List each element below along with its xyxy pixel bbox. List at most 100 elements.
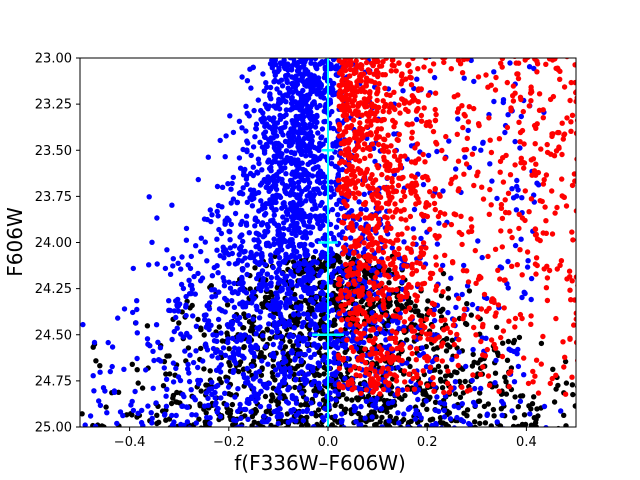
red-star-point: [351, 364, 357, 370]
red-star-point: [377, 357, 384, 364]
red-star-point: [455, 58, 462, 63]
red-star-point: [569, 182, 576, 189]
blue-star-point: [259, 358, 265, 364]
red-star-point: [515, 75, 522, 82]
red-star-point: [509, 234, 515, 241]
red-star-point: [568, 297, 574, 303]
blue-star-point: [282, 372, 288, 378]
red-star-point: [395, 182, 402, 189]
red-star-point: [455, 188, 461, 194]
blue-star-point: [514, 351, 520, 357]
blue-star-point: [297, 229, 303, 236]
blue-star-point: [283, 107, 290, 113]
blue-star-point: [286, 333, 292, 340]
blue-star-point: [321, 296, 327, 303]
black-star-point: [282, 344, 289, 350]
blue-star-point: [288, 289, 294, 296]
black-star-point: [563, 423, 569, 427]
red-star-point: [448, 66, 454, 72]
red-star-point: [488, 337, 495, 343]
black-star-point: [444, 342, 451, 348]
red-star-point: [408, 75, 414, 81]
red-star-point: [356, 253, 362, 259]
blue-star-point: [274, 69, 281, 75]
blue-star-point: [340, 229, 346, 235]
blue-star-point: [314, 104, 320, 111]
blue-star-point: [210, 332, 216, 338]
black-star-point: [275, 400, 282, 406]
blue-star-point: [507, 60, 513, 66]
red-star-point: [519, 215, 526, 221]
blue-star-point: [322, 378, 328, 385]
blue-star-point: [302, 380, 308, 387]
red-star-point: [378, 205, 385, 211]
red-star-point: [358, 71, 364, 78]
blue-star-point: [301, 178, 308, 184]
blue-star-point: [322, 405, 328, 412]
blue-star-point: [247, 170, 254, 177]
blue-star-point: [484, 411, 491, 417]
blue-star-point: [279, 205, 285, 211]
red-star-point: [347, 321, 353, 328]
red-star-point: [496, 388, 502, 394]
blue-star-point: [214, 247, 220, 253]
red-star-point: [357, 330, 363, 337]
black-star-point: [466, 288, 473, 294]
blue-star-point: [295, 90, 301, 96]
red-star-point: [336, 58, 342, 64]
red-star-point: [401, 328, 407, 334]
blue-star-point: [311, 101, 318, 107]
black-star-point: [226, 346, 232, 352]
red-star-point: [423, 245, 429, 251]
blue-star-point: [244, 110, 250, 117]
black-star-point: [377, 419, 383, 425]
blue-star-point: [328, 248, 334, 255]
black-star-point: [201, 332, 207, 338]
blue-star-point: [244, 78, 251, 84]
blue-star-point: [259, 284, 265, 290]
red-star-point: [353, 321, 360, 328]
black-star-point: [166, 353, 172, 359]
red-star-point: [418, 286, 424, 292]
blue-star-point: [289, 94, 295, 101]
blue-star-point: [205, 395, 211, 402]
red-star-point: [354, 336, 360, 342]
black-star-point: [252, 265, 258, 271]
red-star-point: [524, 249, 531, 255]
red-star-point: [374, 373, 380, 379]
blue-star-point: [277, 382, 283, 388]
blue-star-point: [312, 58, 319, 62]
blue-star-point: [252, 223, 258, 229]
red-star-point: [373, 129, 380, 135]
blue-star-point: [363, 398, 370, 405]
black-star-point: [176, 320, 182, 326]
blue-star-point: [321, 355, 327, 362]
blue-star-point: [307, 159, 313, 166]
red-star-point: [568, 128, 574, 134]
red-star-point: [532, 141, 538, 147]
red-star-point: [350, 310, 357, 316]
blue-star-point: [265, 174, 271, 180]
blue-star-point: [260, 278, 266, 284]
blue-star-point: [308, 400, 314, 406]
red-star-point: [418, 249, 424, 255]
red-star-point: [411, 328, 418, 334]
blue-star-point: [182, 348, 188, 354]
black-star-point: [429, 416, 436, 422]
black-star-point: [295, 363, 301, 369]
red-star-point: [381, 104, 388, 110]
black-star-point: [477, 390, 483, 396]
red-star-point: [410, 58, 416, 61]
red-star-point: [441, 59, 447, 66]
red-star-point: [375, 381, 381, 387]
blue-star-point: [287, 192, 293, 198]
black-star-point: [421, 388, 428, 394]
red-star-point: [500, 328, 507, 334]
blue-star-point: [305, 274, 311, 280]
red-star-point: [414, 141, 421, 147]
red-star-point: [453, 353, 460, 359]
black-star-point: [311, 388, 317, 394]
black-star-point: [170, 395, 176, 401]
red-star-point: [341, 108, 348, 115]
blue-star-point: [218, 395, 224, 401]
